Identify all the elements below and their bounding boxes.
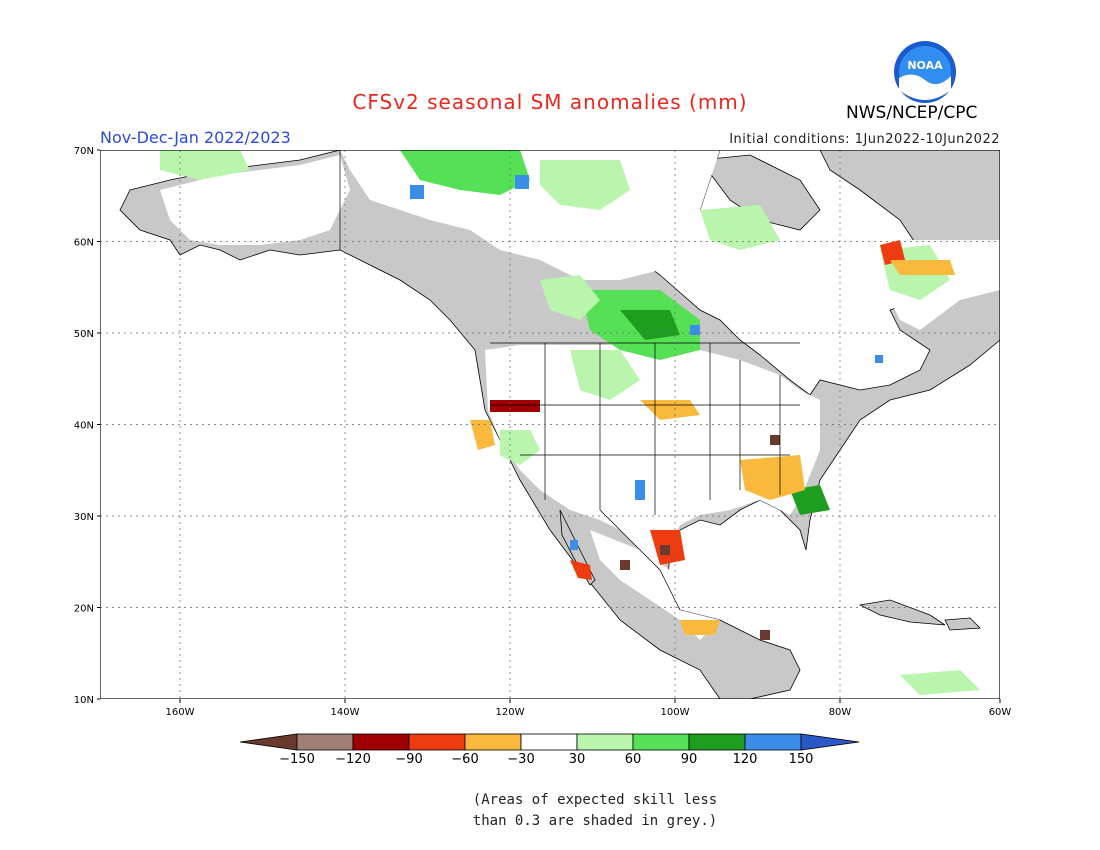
forecast-period: Nov-Dec-Jan 2022/2023: [100, 128, 291, 147]
lon-label: 100W: [661, 707, 690, 718]
lat-label: 40N: [74, 421, 94, 432]
lon-label: 60W: [989, 707, 1012, 718]
colorbar-segment: [632, 733, 690, 751]
colorbar-arrow-high: [800, 733, 860, 751]
colorbar-tick-label: 30: [569, 752, 586, 767]
colorbar-segment: [520, 733, 578, 751]
colorbar-tick-label: 60: [625, 752, 642, 767]
initial-conditions: Initial conditions: 1Jun2022-10Jun2022: [729, 132, 1000, 147]
lat-label: 60N: [74, 238, 94, 249]
colorbar-tick-label: 90: [681, 752, 698, 767]
colorbar-tick-label: −30: [507, 752, 534, 767]
colorbar-arrow-low: [239, 733, 298, 751]
noaa-logo: NOAA: [894, 41, 956, 103]
lat-label: 50N: [74, 329, 94, 340]
skill-note: (Areas of expected skill less than 0.3 a…: [0, 790, 1100, 832]
lon-label: 160W: [166, 707, 195, 718]
noaa-logo-text: NOAA: [907, 59, 943, 72]
lat-label: 20N: [74, 604, 94, 615]
colorbar-segment: [464, 733, 522, 751]
anomaly-map: [100, 150, 1000, 699]
colorbar-segment: [688, 733, 746, 751]
lon-label: 120W: [496, 707, 525, 718]
colorbar-tick-label: −60: [451, 752, 478, 767]
lon-label: 140W: [331, 707, 360, 718]
lat-label: 10N: [74, 695, 94, 706]
colorbar-segment: [408, 733, 466, 751]
lon-label: 80W: [829, 707, 852, 718]
lat-label: 70N: [74, 146, 94, 157]
colorbar-segment: [296, 733, 354, 751]
skill-note-line-2: than 0.3 are shaded in grey.): [472, 813, 718, 829]
lat-label: 30N: [74, 512, 94, 523]
colorbar-tick-label: 150: [789, 752, 814, 767]
map-axes: 70N 60N 50N 40N 30N 20N 10N 160W 140W 120W 100W 80W…: [74, 146, 1012, 718]
map-title: CFSv2 seasonal SM anomalies (mm): [352, 90, 748, 114]
colorbar-tick-label: −120: [335, 752, 371, 767]
colorbar-segment: [744, 733, 802, 751]
boundaries: [339, 150, 800, 611]
skill-note-line-1: (Areas of expected skill less: [472, 792, 718, 808]
colorbar-segment: [576, 733, 634, 751]
colorbar-tick-label: −90: [395, 752, 422, 767]
colorbar-segment: [352, 733, 410, 751]
colorbar: −150 −120 −90 −60 −30 30 60 90 120 150: [239, 733, 860, 767]
colorbar-tick-label: 120: [733, 752, 758, 767]
anomaly-patches: [160, 150, 1000, 695]
graticule: [100, 150, 1000, 699]
colorbar-tick-label: −150: [279, 752, 315, 767]
agency-label: NWS/NCEP/CPC: [846, 103, 978, 123]
